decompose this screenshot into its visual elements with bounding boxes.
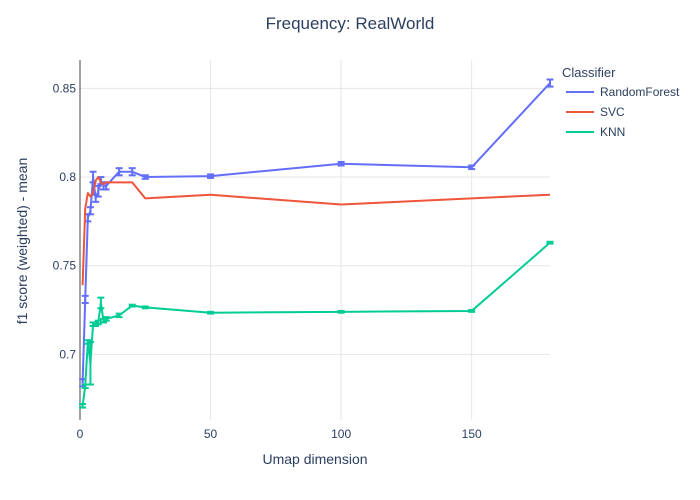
error-bar — [115, 167, 123, 177]
error-bar — [86, 340, 94, 386]
error-bar — [207, 173, 215, 179]
error-bar — [86, 206, 94, 216]
error-bar — [81, 294, 89, 304]
legend-label: KNN — [600, 125, 625, 139]
error-bar — [468, 164, 476, 171]
error-bar — [468, 309, 476, 313]
legend-item[interactable]: RandomForest — [566, 85, 680, 99]
error-bar — [94, 184, 102, 198]
error-bar — [337, 309, 345, 314]
error-bar — [94, 319, 102, 326]
error-bar — [97, 296, 105, 310]
error-bar — [115, 312, 123, 319]
y-tick-label: 0.8 — [59, 170, 76, 184]
grid — [79, 60, 550, 420]
error-bar — [79, 403, 87, 409]
legend: Classifier RandomForest SVC KNN — [562, 65, 680, 139]
error-bar — [546, 240, 554, 245]
x-tick-label: 0 — [77, 427, 84, 441]
legend-title: Classifier — [562, 65, 616, 80]
y-tick-label: 0.7 — [59, 347, 76, 361]
error-bar — [337, 160, 345, 167]
x-axis-title: Umap dimension — [262, 451, 367, 467]
error-bar — [141, 305, 149, 310]
error-bar — [128, 167, 136, 177]
error-bar — [207, 310, 215, 315]
y-tick-label: 0.75 — [53, 259, 77, 273]
legend-item[interactable]: SVC — [566, 105, 625, 119]
legend-label: SVC — [600, 105, 625, 119]
series-layer — [79, 78, 554, 409]
series-line — [81, 176, 551, 286]
series-knn — [79, 240, 554, 409]
y-axis-title: f1 score (weighted) - mean — [14, 158, 30, 325]
tick-labels: 0 50 100 150 0.7 0.75 0.8 0.85 — [53, 81, 482, 441]
error-bar — [102, 316, 110, 322]
error-bar — [141, 174, 149, 180]
series-svc — [81, 176, 551, 286]
legend-label: RandomForest — [600, 85, 680, 99]
x-tick-label: 100 — [331, 427, 351, 441]
error-bar — [546, 78, 554, 88]
y-tick-label: 0.85 — [53, 81, 77, 95]
x-tick-label: 150 — [462, 427, 482, 441]
x-tick-label: 50 — [204, 427, 218, 441]
chart-title: Frequency: RealWorld — [266, 14, 435, 33]
error-bar — [128, 303, 136, 308]
legend-item[interactable]: KNN — [566, 125, 625, 139]
